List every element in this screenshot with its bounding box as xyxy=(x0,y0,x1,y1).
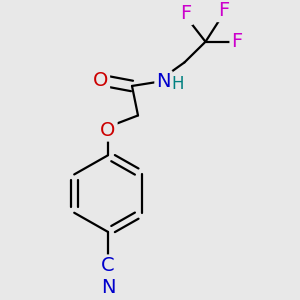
Text: N: N xyxy=(101,278,115,297)
Text: F: F xyxy=(231,32,243,51)
Text: F: F xyxy=(218,1,229,20)
Text: O: O xyxy=(93,70,108,90)
Text: O: O xyxy=(100,121,116,140)
Text: N: N xyxy=(156,72,171,91)
Text: F: F xyxy=(180,4,192,23)
Text: C: C xyxy=(101,256,115,275)
Text: H: H xyxy=(172,76,184,94)
